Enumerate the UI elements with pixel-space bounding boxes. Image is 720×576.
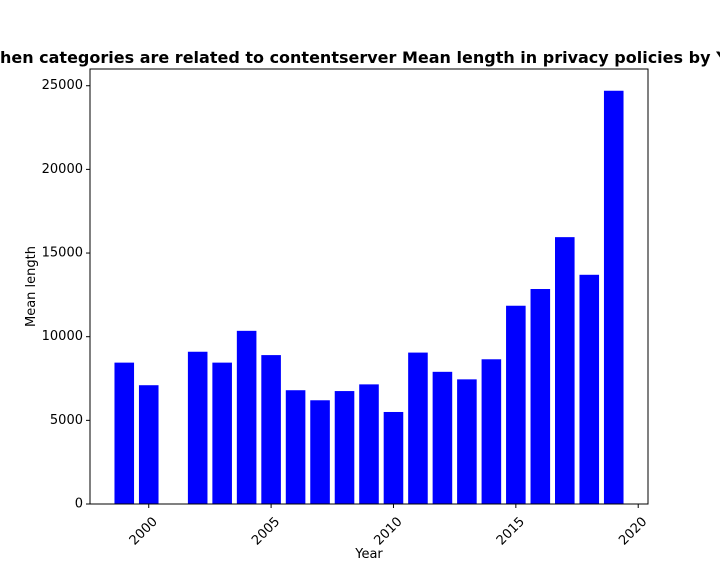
bar-2006: [285, 390, 306, 504]
chart-title: When categories are related to contentse…: [0, 48, 720, 67]
x-axis: 2000 2005 2010 2015 2020: [127, 504, 650, 548]
bar-2009: [359, 384, 379, 504]
y-tick-label: 0: [75, 497, 83, 512]
x-tick-label: 2015: [494, 514, 528, 548]
bar-2007: [310, 400, 330, 504]
bar-2004: [236, 330, 257, 504]
x-tick-label: 2020: [616, 514, 650, 548]
bar-2005: [261, 355, 281, 504]
bar-2002: [187, 351, 208, 504]
y-tick-label: 15000: [42, 246, 83, 261]
bar-2018: [579, 274, 600, 504]
bar-2016: [530, 289, 551, 504]
bars-group: [114, 90, 624, 504]
bar-2013: [457, 379, 477, 504]
x-tick-label: 2000: [127, 514, 161, 548]
plot-frame: [89, 68, 649, 505]
bar-2000: [138, 385, 159, 504]
y-tick-label: 5000: [50, 413, 83, 428]
y-axis-label: Mean length: [24, 246, 39, 327]
bar-2011: [408, 352, 428, 504]
bar-2003: [212, 362, 232, 504]
y-tick-label: 10000: [42, 329, 83, 344]
bar-2017: [555, 237, 575, 504]
y-tick-label: 20000: [42, 162, 83, 177]
x-tick-label: 2010: [372, 514, 406, 548]
bar-2014: [481, 359, 502, 504]
x-tick-label: 2005: [249, 514, 283, 548]
bar-2008: [334, 391, 355, 504]
bar-2010: [383, 411, 404, 504]
bar-2019: [603, 90, 624, 504]
y-tick-label: 25000: [42, 78, 83, 93]
bar-1999: [114, 362, 135, 504]
y-axis: 0 5000 10000 15000 20000 25000: [42, 78, 90, 512]
bar-2015: [506, 305, 526, 504]
x-axis-label: Year: [354, 547, 383, 562]
bar-2012: [432, 371, 453, 504]
